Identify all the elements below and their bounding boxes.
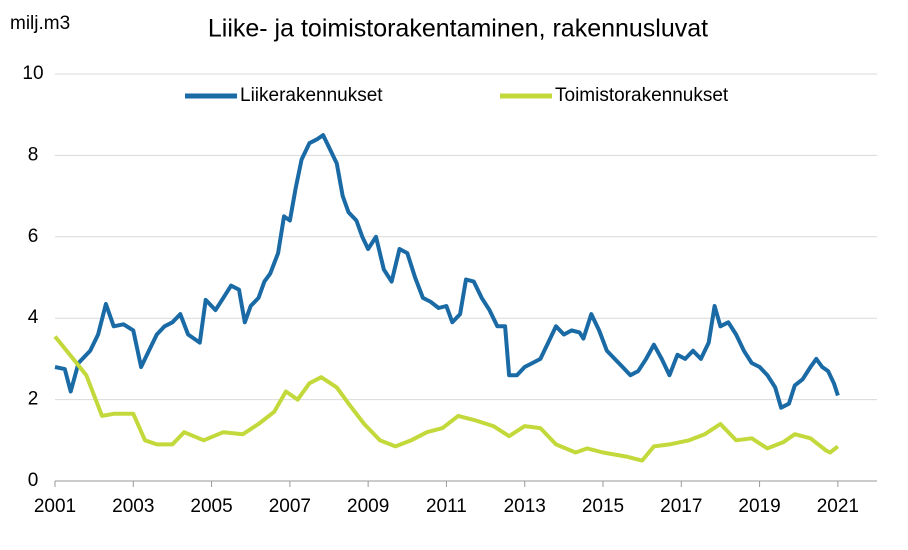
x-tick-label: 2009 [347,496,389,517]
x-tick-label: 2007 [269,496,311,517]
x-tick-label: 2015 [582,496,624,517]
x-tick-label: 2011 [426,496,467,517]
legend-label: Toimistorakennukset [555,85,729,106]
x-tick-label: 2019 [738,496,780,517]
y-tick-label: 2 [28,389,39,410]
line-series [53,335,840,463]
x-tick-label: 2003 [112,496,154,517]
legend-label: Liikerakennukset [240,85,383,106]
y-tick-label: 6 [28,226,39,247]
y-tick-label: 10 [22,63,43,84]
y-axis-label: milj.m3 [10,13,70,34]
chart-title: Liike- ja toimistorakentaminen, rakennus… [208,15,708,43]
y-tick-label: 0 [28,470,39,491]
x-tick-label: 2005 [190,496,232,517]
y-tick-label: 4 [28,307,39,328]
y-tick-label: 8 [28,144,39,165]
x-tick-label: 2021 [817,496,859,517]
x-tick-label: 2001 [34,496,76,517]
x-tick-label: 2013 [504,496,546,517]
line-series [54,133,840,410]
x-tick-label: 2017 [660,496,702,517]
